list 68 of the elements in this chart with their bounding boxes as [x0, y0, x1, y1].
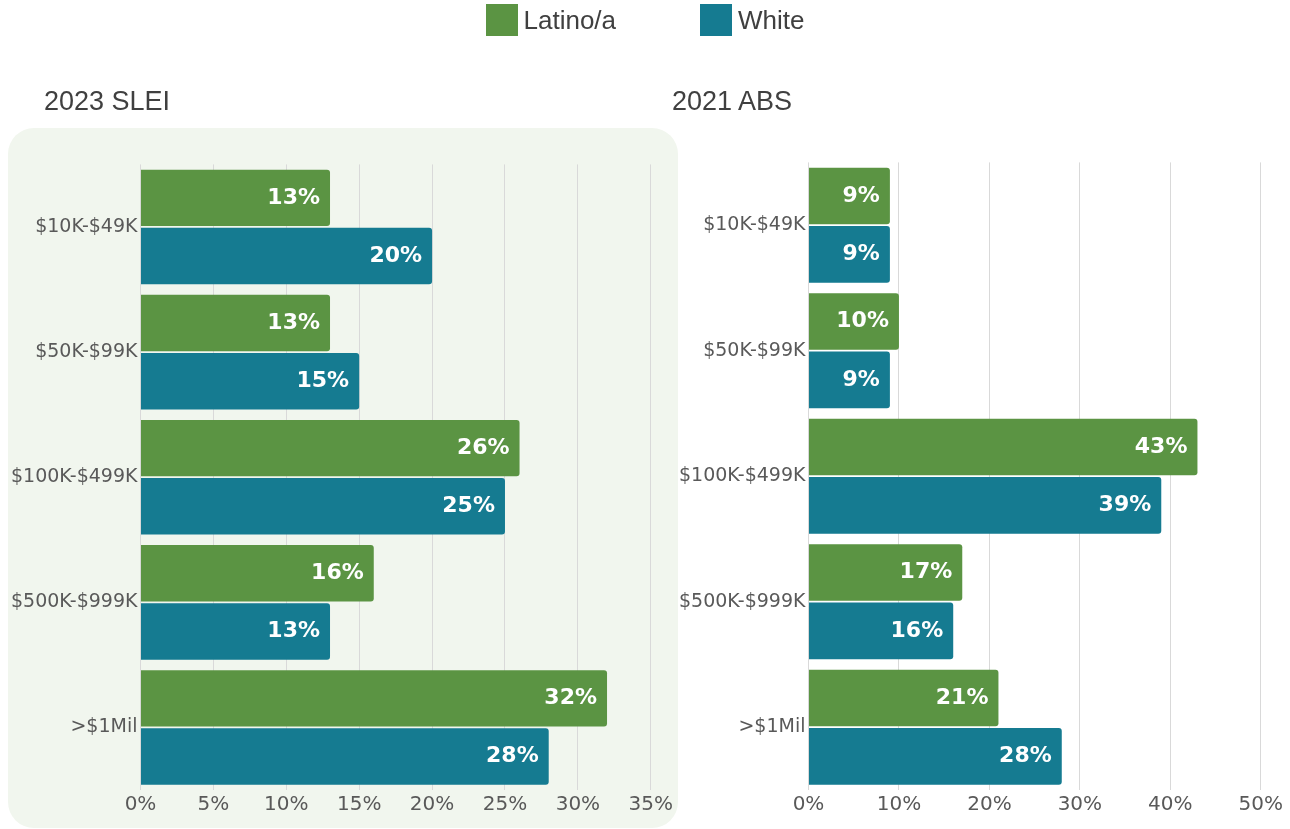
data-label: 43% [1134, 432, 1188, 458]
x-tick-label: 30% [555, 791, 601, 816]
bar [140, 294, 331, 352]
x-tick-label: 35% [628, 791, 673, 816]
bar [140, 545, 374, 602]
x-tick-label: 0% [792, 791, 825, 816]
y-tick-label: $100K-$499K [678, 463, 807, 486]
bar [808, 226, 890, 283]
data-label: 32% [544, 684, 598, 710]
x-tick-label: 20% [409, 791, 455, 816]
data-label: 10% [836, 307, 889, 333]
x-tick-label: 25% [482, 791, 528, 816]
x-tick-label: 0% [124, 791, 157, 816]
data-label: 15% [296, 366, 350, 392]
y-tick-label: $10K-$49K [35, 213, 139, 236]
y-tick-label: >$1Mil [70, 714, 138, 737]
y-tick-label: $500K-$999K [678, 588, 807, 611]
data-label: 9% [842, 181, 880, 207]
x-tick-label: 10% [264, 791, 309, 816]
x-tick-label: 15% [336, 791, 382, 816]
data-label: 26% [456, 433, 510, 459]
x-tick-label: 50% [1238, 791, 1283, 816]
bar [140, 227, 433, 285]
y-tick-label: $50K-$99K [35, 339, 139, 362]
data-label: 9% [842, 240, 880, 266]
legend-label: Latino/a [523, 4, 617, 36]
chart-title: 2021 ABS [672, 86, 793, 117]
y-tick-label: $500K-$999K [10, 589, 139, 612]
bar [140, 603, 331, 660]
y-tick-label: $10K-$49K [703, 212, 807, 235]
data-label: 17% [899, 558, 953, 584]
bar [808, 293, 899, 350]
bar [808, 167, 890, 225]
data-label: 21% [935, 683, 989, 709]
y-tick-label: $50K-$99K [703, 337, 807, 360]
bar [808, 544, 963, 601]
x-tick-label: 10% [876, 791, 922, 816]
bar [808, 418, 1198, 476]
y-tick-label: >$1Mil [738, 714, 806, 737]
bar [808, 728, 1062, 785]
data-label: 13% [267, 183, 321, 209]
data-label: 28% [999, 742, 1052, 768]
bar [808, 477, 1162, 534]
x-tick-label: 5% [197, 791, 230, 816]
bar [140, 419, 520, 477]
x-tick-label: 40% [1148, 791, 1193, 816]
bar [140, 478, 505, 535]
data-label: 20% [369, 241, 423, 267]
data-label: 16% [311, 558, 364, 584]
bar [808, 602, 954, 660]
data-label: 13% [267, 617, 321, 643]
chart-title: 2023 SLEI [44, 86, 171, 117]
data-label: 16% [890, 616, 944, 642]
bar [140, 169, 331, 227]
y-tick-label: $100K-$499K [10, 464, 139, 487]
legend-label: White [738, 4, 805, 36]
x-tick-label: 20% [967, 791, 1012, 816]
data-label: 39% [1098, 491, 1152, 517]
x-tick-label: 30% [1057, 791, 1103, 816]
data-label: 28% [486, 742, 539, 768]
bar [140, 670, 608, 727]
bar [808, 351, 890, 409]
bar [140, 728, 549, 785]
data-label: 9% [842, 365, 880, 391]
bar [140, 352, 360, 410]
data-label: 13% [267, 308, 321, 334]
data-label: 25% [442, 492, 495, 518]
bar [808, 669, 999, 727]
